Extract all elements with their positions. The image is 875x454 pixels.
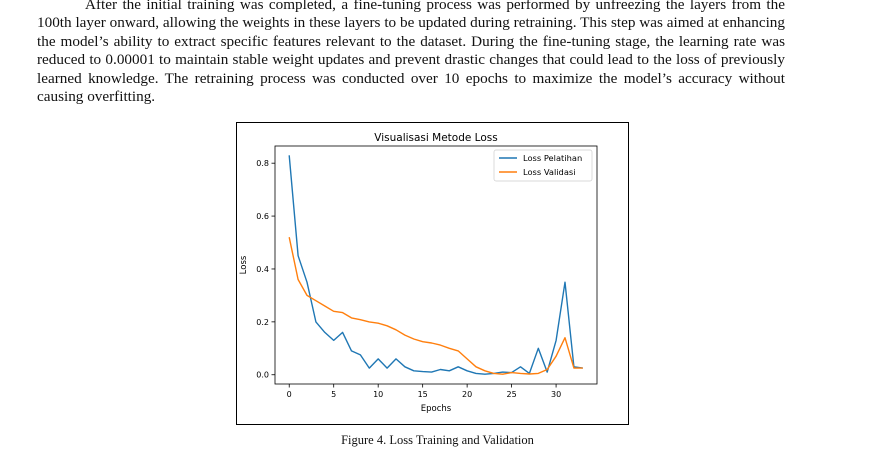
x-tick-label: 20 [462, 390, 472, 399]
figure-frame [236, 122, 629, 425]
y-axis-label: Loss [239, 255, 249, 274]
x-tick-label: 5 [331, 390, 336, 399]
y-tick-label: 0.0 [256, 371, 269, 380]
y-tick-label: 0.4 [256, 265, 269, 274]
y-tick-label: 0.6 [256, 212, 269, 221]
x-tick-label: 30 [551, 390, 561, 399]
plot-frame [274, 145, 598, 385]
x-tick-label: 25 [507, 390, 517, 399]
paragraph-text: After the initial training was completed… [37, 0, 785, 106]
x-axis-label: Epochs [421, 404, 452, 414]
series-line-validation-loss [288, 237, 583, 375]
series-lines [288, 155, 583, 375]
axis-ticks: 0 5 10 15 20 25 30 0.0 0.2 0.4 0.6 0.8 [256, 159, 561, 399]
legend-label-validation: Loss Validasi [523, 167, 576, 177]
y-tick-label: 0.8 [256, 159, 269, 168]
chart-title: Visualisasi Metode Loss [374, 132, 497, 144]
x-tick-label: 0 [287, 390, 292, 399]
chart-legend: Loss Pelatihan Loss Validasi [493, 149, 593, 182]
legend-label-training: Loss Pelatihan [523, 153, 582, 163]
series-line-training-loss [288, 155, 583, 375]
body-paragraph: After the initial training was completed… [37, 0, 785, 106]
x-tick-label: 10 [373, 390, 383, 399]
figure-caption: Figure 4. Loss Training and Validation [341, 433, 534, 447]
plot-area [274, 145, 598, 385]
legend-box [493, 149, 593, 182]
y-tick-label: 0.2 [256, 318, 269, 327]
x-tick-label: 15 [418, 390, 428, 399]
